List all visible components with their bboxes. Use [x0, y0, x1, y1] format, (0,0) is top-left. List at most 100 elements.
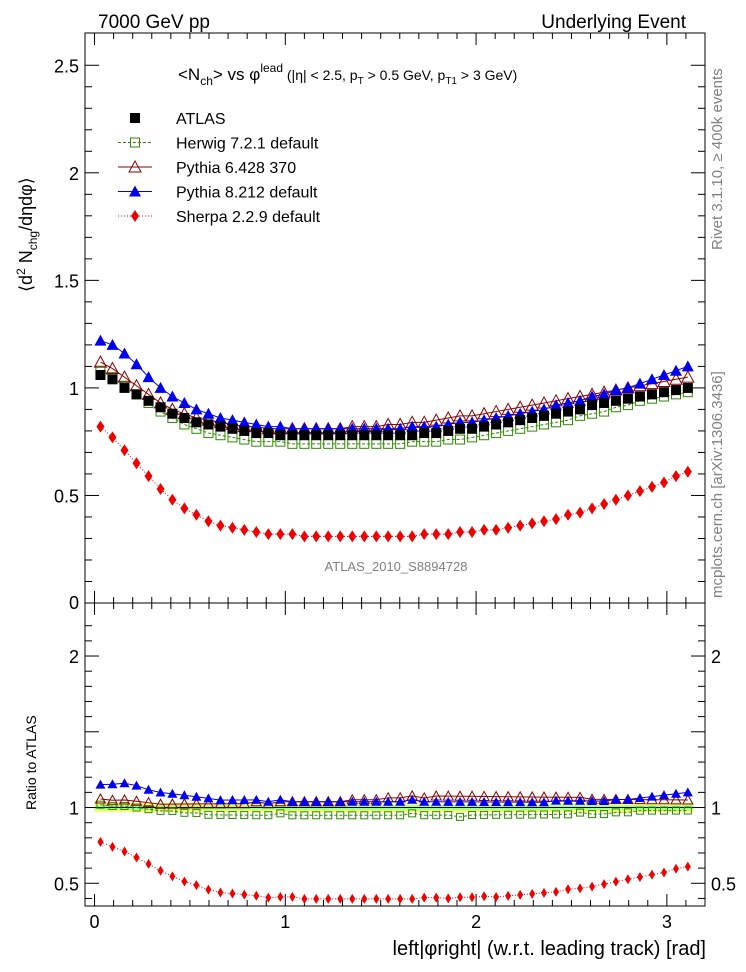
- sherpa-2-2-9-default-ratio-point: [505, 890, 512, 901]
- pythia-8-212-default-ratio-point: [682, 787, 693, 797]
- atlas-point: [622, 393, 633, 404]
- sherpa-2-2-9-default-ratio-point: [217, 887, 224, 898]
- sherpa-2-2-9-default-ratio-point: [301, 893, 308, 904]
- herwig-7-2-1-default-ratio-point: [647, 806, 656, 815]
- sherpa-2-2-9-default-ratio-point: [277, 891, 284, 902]
- atlas-point: [503, 417, 514, 428]
- axis-ticks: 0 1 2 3 0.5 1 1.5 2 2.5 0 0.5 0.5 1 1 2 2: [54, 33, 736, 932]
- plot-title: <Nch> vs φlead (|η| < 2.5, pT > 0.5 GeV,…: [178, 61, 517, 88]
- sherpa-2-2-9-default-ratio-point: [612, 876, 619, 887]
- y-tick-label: 2.5: [54, 56, 79, 76]
- pythia-8-212-default-ratio-point: [563, 795, 574, 805]
- pythia-8-212-default-point: [670, 364, 683, 376]
- pythia-8-212-default-ratio-point: [191, 791, 202, 801]
- pythia-8-212-default-ratio-point: [551, 795, 562, 805]
- sherpa-2-2-9-default-ratio-point: [397, 893, 404, 904]
- herwig-7-2-1-default-point: [538, 419, 549, 430]
- atlas-point: [443, 425, 454, 436]
- atlas-point: [383, 430, 394, 441]
- pythia-6-428-370-ratio-point: [130, 795, 143, 806]
- pythia-8-212-default-ratio-point: [299, 796, 310, 806]
- legend: ATLAS Herwig 7.2.1 default Pythia 6.428 37…: [118, 111, 321, 226]
- sherpa-2-2-9-default-point: [192, 508, 201, 521]
- pythia-8-212-default-point: [106, 338, 119, 350]
- atlas-point: [179, 413, 190, 424]
- sherpa-2-2-9-default-point: [564, 508, 573, 521]
- herwig-7-2-1-default-ratio-point: [552, 810, 561, 819]
- pythia-6-428-370-ratio-point: [670, 793, 682, 805]
- pythia-8-212-default-point: [598, 388, 611, 400]
- sherpa-2-2-9-default-ratio-point: [409, 893, 416, 904]
- pythia-8-212-default-ratio-point: [95, 779, 106, 789]
- pythia-8-212-default-ratio-point: [251, 794, 262, 804]
- sherpa-2-2-9-default-ratio-point: [121, 846, 128, 857]
- pythia-6-428-370-ratio-point: [154, 798, 167, 809]
- herwig-7-2-1-default-point: [395, 438, 406, 449]
- pythia-6-428-370-ratio-point: [142, 796, 155, 808]
- sherpa-2-2-9-default-point: [96, 420, 105, 433]
- pythia-8-212-default-ratio-point: [622, 794, 633, 804]
- sherpa-2-2-9-default-point: [528, 517, 537, 530]
- pythia-6-428-370-point: [117, 370, 132, 383]
- herwig-7-2-1-default-point: [587, 408, 598, 419]
- sherpa-2-2-9-default-point: [384, 530, 393, 543]
- herwig-7-2-1-default-ratio-point: [420, 811, 429, 820]
- pythia-8-212-default-ratio-point: [143, 784, 154, 794]
- sherpa-2-2-9-default-point: [132, 457, 141, 470]
- pythia-8-212-default-ratio-point: [671, 788, 682, 798]
- sherpa-2-2-9-default-ratio-point: [337, 893, 344, 904]
- herwig-7-2-1-default-ratio-point: [156, 806, 165, 815]
- sherpa-2-2-9-default-point: [120, 444, 129, 457]
- sherpa-2-2-9-default-point: [539, 515, 548, 528]
- atlas-point: [455, 423, 466, 434]
- pythia-8-212-default-point: [586, 390, 599, 402]
- sherpa-2-2-9-default-ratio-line: [100, 841, 688, 900]
- sherpa-2-2-9-default-point: [516, 519, 525, 532]
- herwig-7-2-1-default-ratio-point: [192, 808, 201, 817]
- atlas-point: [682, 382, 693, 393]
- y-tick-label: 0.5: [54, 486, 79, 506]
- sherpa-2-2-9-default-point: [611, 493, 620, 506]
- sherpa-2-2-9-default-point: [623, 489, 632, 502]
- sherpa-2-2-9-default-point: [672, 470, 681, 483]
- herwig-7-2-1-default-ratio-point: [576, 808, 585, 817]
- sherpa-2-2-9-default-ratio-point: [253, 890, 260, 901]
- sherpa-2-2-9-default-ratio-point: [157, 865, 164, 876]
- sherpa-2-2-9-default-ratio-point: [529, 888, 536, 899]
- pythia-6-428-370-point: [680, 370, 695, 383]
- herwig-7-2-1-default-ratio-point: [444, 811, 453, 820]
- pythia-6-428-370-ratio-point: [202, 797, 215, 809]
- sherpa-2-2-9-default-ratio-point: [289, 891, 296, 902]
- sherpa-2-2-9-default-ratio-point: [229, 888, 236, 899]
- atlas-point: [527, 413, 538, 424]
- pythia-8-212-default-ratio-point: [335, 796, 346, 806]
- atlas-point: [515, 415, 526, 426]
- herwig-7-2-1-default-ratio-point: [623, 808, 632, 817]
- sherpa-2-2-9-default-point: [300, 530, 309, 543]
- sherpa-2-2-9-default-point: [180, 502, 189, 515]
- pythia-6-428-370-ratio-point: [166, 798, 179, 809]
- atlas-point: [215, 421, 226, 432]
- herwig-7-2-1-default-ratio-point: [396, 811, 405, 820]
- herwig-7-2-1-default-point: [227, 432, 238, 443]
- sherpa-2-2-9-default-ratio-point: [469, 892, 476, 903]
- pythia-8-212-default-ratio-point: [359, 796, 370, 806]
- atlas-point: [287, 430, 298, 441]
- pythia-8-212-default-point: [154, 381, 167, 393]
- atlas-point: [323, 430, 334, 441]
- y-tick-label: 1: [69, 379, 79, 399]
- atlas-point: [371, 430, 382, 441]
- sherpa-2-2-9-default-ratio-point: [421, 892, 428, 903]
- sherpa-2-2-9-default-ratio-point: [540, 887, 547, 898]
- pythia-8-212-default-point: [633, 377, 646, 389]
- legend-marker-pythia-6-428-370: [128, 159, 142, 173]
- sherpa-2-2-9-default-point: [588, 502, 597, 515]
- pythia-8-212-default-ratio-point: [407, 794, 418, 804]
- herwig-7-2-1-default-ratio-line: [100, 804, 688, 818]
- pythia-8-212-default-ratio-point: [323, 796, 334, 806]
- sherpa-2-2-9-default-point: [432, 528, 441, 541]
- sherpa-2-2-9-default-ratio-point: [660, 867, 667, 878]
- herwig-7-2-1-default-ratio-point: [324, 811, 333, 820]
- pythia-6-428-370-ratio-point: [190, 797, 203, 809]
- atlas-point: [467, 423, 478, 434]
